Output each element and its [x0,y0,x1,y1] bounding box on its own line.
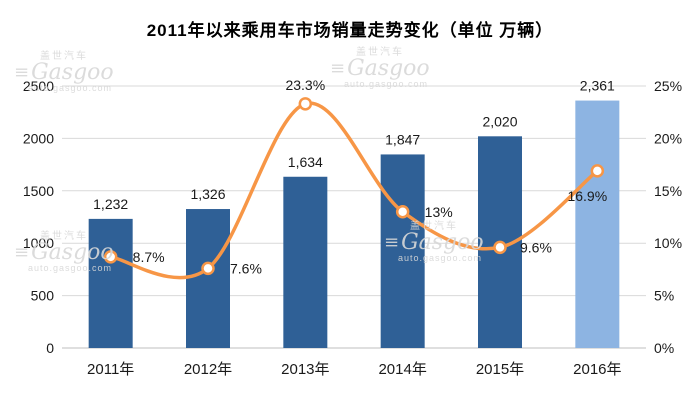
bar-2012年 [186,209,230,348]
y-axis-tick-left: 1000 [23,235,54,251]
x-axis-label: 2013年 [281,361,329,378]
y-axis-tick-right: 25% [654,78,682,94]
y-axis-tick-left: 2500 [23,78,54,94]
line-marker [395,205,410,219]
bar-2011年 [88,218,133,348]
line-value-label: 23.3% [285,77,325,93]
bar-value-label: 2,361 [580,78,615,94]
y-axis-tick-left: 2000 [23,130,54,146]
bar-2013年 [283,176,328,348]
line-marker [590,164,605,178]
line-value-label: 7.6% [230,260,262,276]
bar-2016年 [575,100,620,348]
x-axis-label: 2011年 [87,361,134,378]
y-axis-tick-right: 15% [654,183,682,199]
line-value-label: 9.6% [520,239,552,255]
y-axis-tick-left: 0 [46,340,54,356]
line-value-label: 8.7% [133,249,165,265]
x-axis-label: 2016年 [573,361,621,378]
line-marker [493,240,507,255]
line-value-label: 16.9% [567,188,607,204]
x-axis-label: 2014年 [378,361,426,378]
y-axis-tick-right: 0% [654,340,674,356]
bar-value-label: 1,326 [190,186,225,202]
x-axis-label: 2012年 [184,361,232,378]
bar-value-label: 1,634 [288,154,323,170]
bar-value-label: 2,020 [482,113,517,129]
y-axis-tick-right: 10% [654,235,682,251]
bar-2014年 [380,154,425,348]
bar-value-label: 1,847 [385,131,420,147]
y-axis-tick-left: 500 [31,288,55,304]
line-marker [298,97,313,111]
x-axis-label: 2015年 [476,361,524,378]
y-axis-tick-left: 1500 [23,183,54,199]
line-marker [201,261,215,276]
y-axis-tick-right: 20% [654,130,682,146]
line-value-label: 13% [425,204,453,220]
y-axis-tick-right: 5% [654,288,674,304]
bar-value-label: 1,232 [93,196,128,212]
chart-title: 2011年以来乘用车市场销量走势变化（单位 万辆） [146,21,554,40]
line-marker [103,250,118,264]
